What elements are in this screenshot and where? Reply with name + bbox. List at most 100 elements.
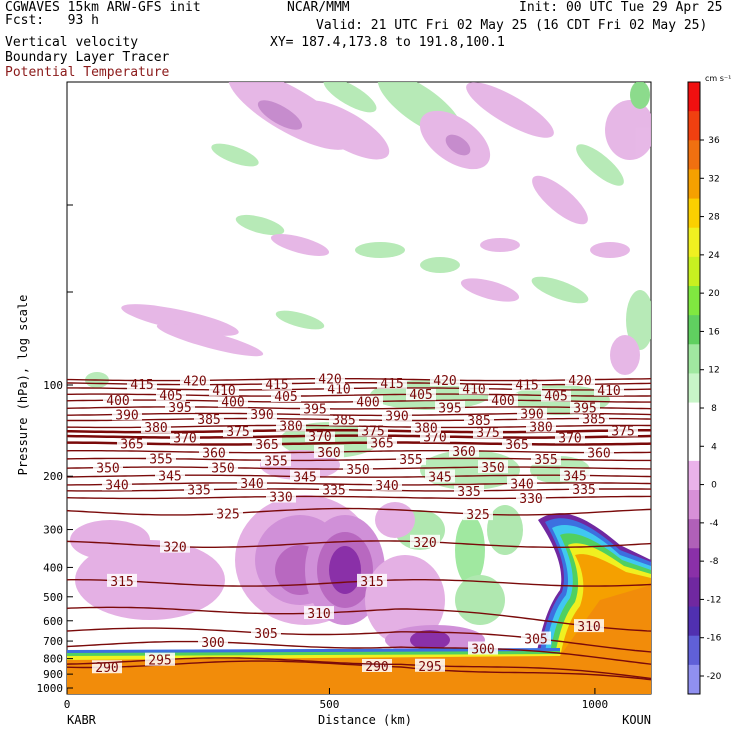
theta-label-bg xyxy=(555,430,585,444)
theta-label-395: 395 xyxy=(573,402,596,417)
theta-label-365: 365 xyxy=(120,437,143,452)
colorbar-segment xyxy=(688,373,700,404)
theta-label-335: 335 xyxy=(187,484,210,499)
theta-label-410: 410 xyxy=(462,383,485,398)
theta-label-290: 290 xyxy=(365,660,388,675)
theta-label-345: 345 xyxy=(428,471,451,486)
theta-line-305 xyxy=(67,627,651,653)
theta-label-bg xyxy=(271,389,301,403)
theta-label-395: 395 xyxy=(303,403,326,418)
colorbar-label: 28 xyxy=(708,213,720,223)
theta-label-350: 350 xyxy=(481,461,504,476)
theta-label-bg xyxy=(565,372,595,386)
y-tick-label: 400 xyxy=(43,561,63,574)
theta-label-bg xyxy=(319,482,349,496)
theta-line-300 xyxy=(67,640,651,665)
colorbar-label: 12 xyxy=(708,366,719,376)
x-tick-label: 500 xyxy=(320,698,340,711)
theta-label-385: 385 xyxy=(582,413,605,428)
model-title: CGWAVES 15km ARW-GFS init xyxy=(5,0,201,15)
theta-label-390: 390 xyxy=(250,408,273,423)
theta-label-420: 420 xyxy=(433,374,456,389)
theta-label-bg xyxy=(454,483,484,497)
theta-label-405: 405 xyxy=(159,389,182,404)
theta-label-350: 350 xyxy=(346,463,369,478)
theta-label-330: 330 xyxy=(519,492,542,507)
y-tick-label: 600 xyxy=(43,615,63,628)
theta-label-bg xyxy=(569,482,599,496)
theta-label-bg xyxy=(112,407,142,421)
theta-label-bg xyxy=(521,631,551,645)
colorbar-label: -4 xyxy=(710,519,719,529)
theta-label-bg xyxy=(367,435,397,449)
left-station-label: KABR xyxy=(67,713,97,727)
colorbar-label: -8 xyxy=(710,557,719,567)
theta-label-bg xyxy=(410,534,440,548)
theta-label-bg xyxy=(430,373,460,387)
valid-time: Valid: 21 UTC Fri 02 May 25 (16 CDT Fri … xyxy=(316,18,708,33)
field-label-vertical-velocity: Vertical velocity xyxy=(5,35,139,50)
theta-label-340: 340 xyxy=(240,477,263,492)
theta-label-315: 315 xyxy=(110,575,133,590)
theta-label-415: 415 xyxy=(130,378,153,393)
theta-label-bg xyxy=(146,451,176,465)
theta-label-bg xyxy=(488,393,518,407)
theta-label-bg xyxy=(362,659,392,673)
lower-wave-shading xyxy=(70,495,523,655)
theta-label-bg xyxy=(343,461,373,475)
colorbar-segment xyxy=(688,635,700,666)
theta-label-355: 355 xyxy=(264,454,287,469)
theta-label-310: 310 xyxy=(307,607,330,622)
y-tick-label: 500 xyxy=(43,591,63,604)
theta-label-bg xyxy=(516,491,546,505)
theta-label-370: 370 xyxy=(308,430,331,445)
theta-label-335: 335 xyxy=(572,483,595,498)
upper-wave-shading xyxy=(121,82,651,375)
colorbar-segment xyxy=(688,577,700,608)
colorbar-segment xyxy=(688,402,700,433)
theta-label-bg xyxy=(584,445,614,459)
theta-label-380: 380 xyxy=(414,421,437,436)
theta-label-bg xyxy=(464,413,494,427)
colorbar-label: -12 xyxy=(707,595,722,605)
theta-label-415: 415 xyxy=(380,377,403,392)
theta-label-395: 395 xyxy=(168,401,191,416)
theta-label-400: 400 xyxy=(491,394,514,409)
theta-label-330: 330 xyxy=(269,491,292,506)
colorbar-segment xyxy=(688,664,700,695)
theta-label-bg xyxy=(184,482,214,496)
organization-label: NCAR/MMM xyxy=(287,0,350,15)
colorbar-segment xyxy=(688,286,700,316)
theta-label-375: 375 xyxy=(476,426,499,441)
theta-label-bg xyxy=(266,489,296,503)
colorbar-segment xyxy=(688,519,700,549)
theta-label-bg xyxy=(541,388,571,402)
theta-label-bg xyxy=(208,460,238,474)
theta-label-385: 385 xyxy=(332,414,355,429)
colorbar-segment xyxy=(688,111,700,141)
theta-label-395: 395 xyxy=(438,402,461,417)
y-tick-label: 900 xyxy=(43,668,63,681)
colorbar-label: 16 xyxy=(708,327,720,337)
theta-label-bg xyxy=(324,381,354,395)
theta-label-bg xyxy=(411,420,441,434)
theta-label-385: 385 xyxy=(467,414,490,429)
theta-label-bg xyxy=(396,451,426,465)
theta-label-360: 360 xyxy=(202,446,225,461)
theta-label-375: 375 xyxy=(361,425,384,440)
theta-label-bg xyxy=(300,401,330,415)
theta-line-325 xyxy=(67,507,651,516)
theta-label-335: 335 xyxy=(457,485,480,500)
theta-label-370: 370 xyxy=(423,430,446,445)
colorbar-label: -16 xyxy=(707,634,722,644)
theta-label-345: 345 xyxy=(158,469,181,484)
colorbar-segment xyxy=(688,431,700,462)
theta-label-340: 340 xyxy=(375,479,398,494)
theta-label-360: 360 xyxy=(317,446,340,461)
shading-layer: 290 290 295 295 300 300 305 305 310 310 315 315 320 3… xyxy=(67,82,651,694)
theta-label-370: 370 xyxy=(173,432,196,447)
theta-label-365: 365 xyxy=(505,438,528,453)
colorbar-unit: cm s⁻¹ xyxy=(705,74,731,83)
colorbar-label: 8 xyxy=(711,404,717,414)
